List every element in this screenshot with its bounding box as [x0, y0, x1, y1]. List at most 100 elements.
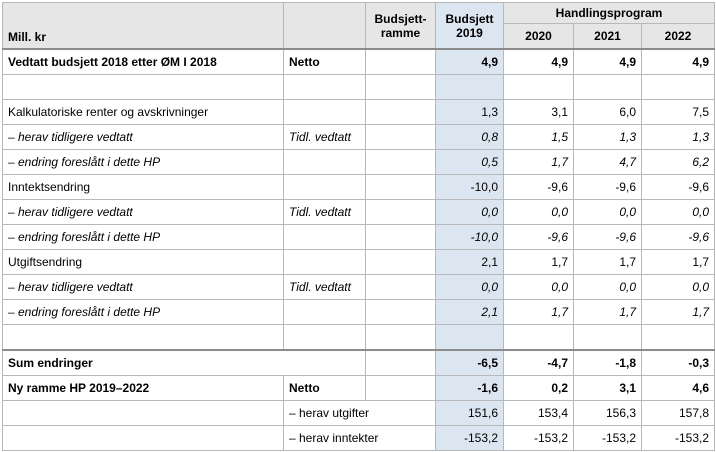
table-row-inntekt: Inntektsendring -10,0 -9,6 -9,6 -9,6 — [2, 174, 716, 200]
year-2021-header: 2021 — [573, 23, 642, 50]
table-row-ny-utgifter: – herav utgifter 151,6 153,4 156,3 157,8 — [2, 400, 716, 426]
y2022-cell: 1,7 — [640, 299, 716, 325]
row-label: – endring foreslått i dette HP — [2, 224, 284, 250]
table-row-kalk-tidl: – herav tidligere vedtatt Tidl. vedtatt … — [2, 124, 716, 150]
budsjettramme-line-2: ramme — [380, 25, 421, 40]
header-empty-cell — [283, 2, 366, 50]
table-row-sum: Sum endringer -6,5 -4,7 -1,8 -0,3 — [2, 349, 716, 376]
row-label: – herav tidligere vedtatt — [2, 199, 284, 225]
row-label: Inntektsendring — [2, 174, 284, 200]
row-label: – herav tidligere vedtatt — [2, 124, 284, 150]
y2021-cell: 0,0 — [573, 274, 642, 300]
y2021-cell: 1,7 — [573, 249, 642, 275]
y2020-cell: 3,1 — [503, 99, 574, 125]
y2020-cell: 1,7 — [503, 299, 574, 325]
year-2022-header: 2022 — [640, 23, 716, 50]
b2019-cell: 0,0 — [435, 199, 504, 225]
year-2020-header: 2020 — [503, 23, 574, 50]
row-label: Kalkulatoriske renter og avskrivninger — [2, 99, 284, 125]
y2020-cell: 4,9 — [503, 48, 574, 75]
y2022-cell: 4,9 — [640, 48, 716, 75]
y2022-cell: 4,6 — [640, 375, 716, 401]
row-label: – endring foreslått i dette HP — [2, 299, 284, 325]
table-row-utgift-endr: – endring foreslått i dette HP 2,1 1,7 1… — [2, 299, 716, 325]
budsjett-2019-header: Budsjett 2019 — [435, 2, 504, 50]
b2019-cell: -1,6 — [435, 375, 504, 401]
y2021-cell: -9,6 — [573, 224, 642, 250]
y2020-cell: -9,6 — [503, 224, 574, 250]
b2019-cell: 0,0 — [435, 274, 504, 300]
table-row-inntekt-tidl: – herav tidligere vedtatt Tidl. vedtatt … — [2, 199, 716, 225]
y2021-cell: 3,1 — [573, 375, 642, 401]
y2022-cell: -9,6 — [640, 174, 716, 200]
budsjettramme-line-1: Budsjett- — [374, 11, 427, 26]
b2019-cell: -10,0 — [435, 174, 504, 200]
b2019-cell: 2,1 — [435, 249, 504, 275]
b2019-cell: 2,1 — [435, 299, 504, 325]
row-label: – endring foreslått i dette HP — [2, 149, 284, 175]
b2019-cell: 1,3 — [435, 99, 504, 125]
row-label: Utgiftsendring — [2, 249, 284, 275]
unit-label: Mill. kr — [2, 2, 284, 50]
y2022-cell: 0,0 — [640, 199, 716, 225]
y2020-cell: 153,4 — [503, 400, 574, 426]
b2019-cell: 0,8 — [435, 124, 504, 150]
y2021-cell: 4,9 — [573, 48, 642, 75]
y2021-cell: 1,7 — [573, 299, 642, 325]
table-row-utgift: Utgiftsendring 2,1 1,7 1,7 1,7 — [2, 249, 716, 275]
y2020-cell: -153,2 — [503, 425, 574, 451]
y2020-cell: 1,7 — [503, 149, 574, 175]
row-tag: Tidl. vedtatt — [283, 124, 366, 150]
row-tag: Tidl. vedtatt — [283, 274, 366, 300]
header-row-1: Mill. kr Budsjett- ramme Budsjett 2019 H… — [2, 2, 716, 50]
handlingsprogram-header: Handlingsprogram — [502, 2, 716, 24]
y2022-cell: 7,5 — [640, 99, 716, 125]
y2020-cell: 1,5 — [503, 124, 574, 150]
budsjettramme-cell — [365, 48, 436, 75]
y2022-cell: 6,2 — [640, 149, 716, 175]
row-tag: Netto — [283, 48, 366, 75]
budsjettramme-header: Budsjett- ramme — [365, 2, 436, 50]
y2021-cell: 4,7 — [573, 149, 642, 175]
b2019-cell: 151,6 — [435, 400, 504, 426]
table-row-ny-ramme: Ny ramme HP 2019–2022 Netto -1,6 0,2 3,1… — [2, 375, 716, 401]
row-label: Sum endringer — [2, 349, 366, 376]
b2019-cell: -6,5 — [435, 349, 504, 376]
row-label: Vedtatt budsjett 2018 etter ØM I 2018 — [2, 48, 284, 75]
y2022-cell: 1,3 — [640, 124, 716, 150]
y2020-cell: 1,7 — [503, 249, 574, 275]
y2022-cell: -0,3 — [640, 349, 716, 376]
budsjett-line-1: Budsjett — [445, 11, 494, 26]
y2021-cell: -9,6 — [573, 174, 642, 200]
y2020-cell: 0,0 — [503, 274, 574, 300]
y2020-cell: -9,6 — [503, 174, 574, 200]
table-row-kalk: Kalkulatoriske renter og avskrivninger 1… — [2, 99, 716, 125]
y2022-cell: -9,6 — [640, 224, 716, 250]
table-row-utgift-tidl: – herav tidligere vedtatt Tidl. vedtatt … — [2, 274, 716, 300]
b2019-cell: 0,5 — [435, 149, 504, 175]
table-row-ny-inntekter: – herav inntekter -153,2 -153,2 -153,2 -… — [2, 425, 716, 451]
y2020-cell: 0,2 — [503, 375, 574, 401]
table-row-kalk-endr: – endring foreslått i dette HP 0,5 1,7 4… — [2, 149, 716, 175]
b2019-cell: -10,0 — [435, 224, 504, 250]
y2021-cell: -153,2 — [573, 425, 642, 451]
y2021-cell: 0,0 — [573, 199, 642, 225]
row-tag: Netto — [283, 375, 366, 401]
b2019-cell: -153,2 — [435, 425, 504, 451]
y2020-cell: 0,0 — [503, 199, 574, 225]
y2021-cell: 1,3 — [573, 124, 642, 150]
row-label: – herav utgifter — [283, 400, 436, 426]
row-tag: Tidl. vedtatt — [283, 199, 366, 225]
row-label: – herav inntekter — [283, 425, 436, 451]
header-row-2: 2020 2021 2022 — [3, 23, 716, 50]
y2021-cell: -1,8 — [573, 349, 642, 376]
y2022-cell: 0,0 — [640, 274, 716, 300]
y2021-cell: 156,3 — [573, 400, 642, 426]
row-label: Ny ramme HP 2019–2022 — [2, 375, 284, 401]
y2021-cell: 6,0 — [573, 99, 642, 125]
y2022-cell: 157,8 — [640, 400, 716, 426]
y2022-cell: -153,2 — [640, 425, 716, 451]
b2019-cell: 4,9 — [435, 48, 504, 75]
y2022-cell: 1,7 — [640, 249, 716, 275]
